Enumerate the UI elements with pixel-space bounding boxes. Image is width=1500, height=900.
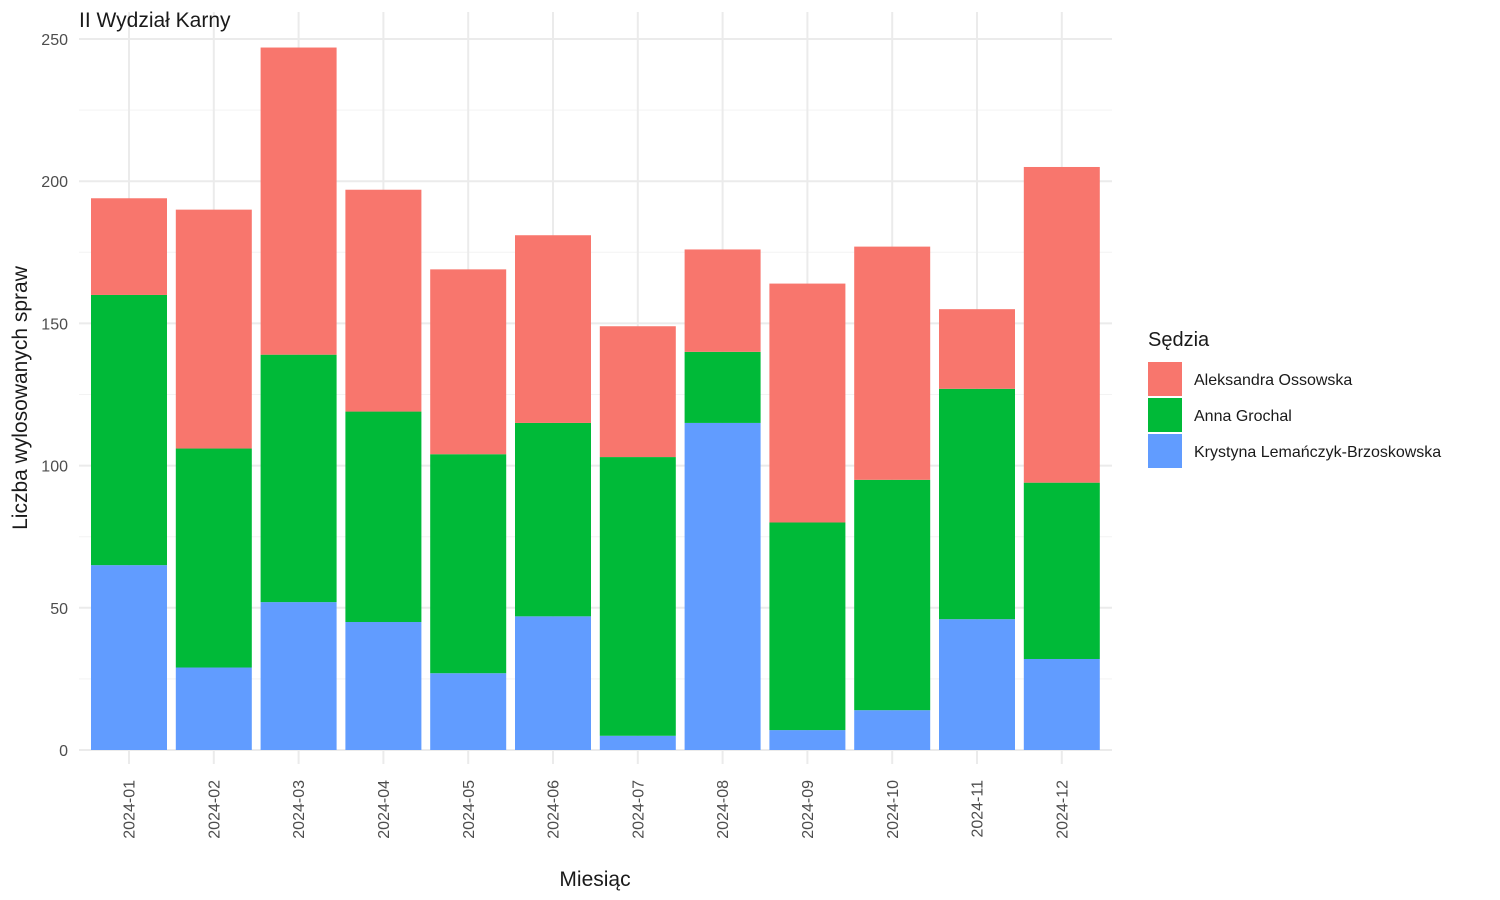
bar-krystyna-lemanczyk-brzoskowska-2024-06 [515, 616, 591, 750]
bar-aleksandra-ossowska-2024-03 [260, 47, 337, 355]
x-tick-label: 2024-12 [1054, 780, 1071, 839]
x-tick-label: 2024-05 [461, 780, 478, 839]
bar-anna-grochal-2024-03 [260, 354, 337, 603]
bar-anna-grochal-2024-02 [175, 448, 252, 668]
bar-krystyna-lemanczyk-brzoskowska-2024-08 [684, 422, 761, 750]
x-tick-label: 2024-10 [885, 780, 902, 839]
x-tick-label: 2024-08 [715, 780, 732, 839]
bar-krystyna-lemanczyk-brzoskowska-2024-03 [260, 602, 337, 750]
bar-anna-grochal-2024-04 [345, 411, 422, 623]
bar-aleksandra-ossowska-2024-01 [91, 198, 167, 295]
bar-aleksandra-ossowska-2024-06 [515, 235, 591, 423]
bar-krystyna-lemanczyk-brzoskowska-2024-04 [345, 622, 422, 750]
bar-anna-grochal-2024-06 [515, 422, 591, 617]
bar-anna-grochal-2024-08 [684, 351, 761, 423]
bar-anna-grochal-2024-11 [939, 388, 1015, 620]
bar-anna-grochal-2024-10 [854, 479, 931, 711]
x-tick-label: 2024-04 [376, 780, 393, 839]
chart-title: II Wydział Karny [79, 9, 231, 32]
legend-label-krystyna-lemanczyk-brzoskowska: Krystyna Lemańczyk-Brzoskowska [1194, 444, 1441, 461]
bar-aleksandra-ossowska-2024-08 [684, 249, 761, 352]
x-tick-label: 2024-09 [800, 780, 817, 839]
bar-krystyna-lemanczyk-brzoskowska-2024-09 [769, 730, 846, 750]
x-tick-label: 2024-11 [970, 780, 987, 838]
y-axis-title: Liczba wylosowanych spraw [9, 265, 32, 530]
bar-krystyna-lemanczyk-brzoskowska-2024-07 [599, 735, 676, 750]
bar-krystyna-lemanczyk-brzoskowska-2024-05 [430, 673, 507, 750]
legend-label-anna-grochal: Anna Grochal [1194, 408, 1292, 425]
bar-krystyna-lemanczyk-brzoskowska-2024-01 [91, 565, 167, 750]
legend-key-aleksandra-ossowska [1148, 362, 1182, 396]
legend-key-krystyna-lemanczyk-brzoskowska [1148, 434, 1182, 468]
bar-aleksandra-ossowska-2024-02 [175, 209, 252, 449]
x-tick-label: 2024-06 [546, 780, 563, 839]
legend: Sędzia Aleksandra Ossowska Anna Grochal Kr… [1148, 329, 1441, 468]
y-tick-label: 100 [41, 459, 68, 476]
y-tick-label: 250 [41, 32, 68, 49]
bar-aleksandra-ossowska-2024-12 [1023, 166, 1100, 483]
legend-title: Sędzia [1148, 329, 1210, 351]
x-axis-ticks: 2024-01 2024-02 2024-03 2024-04 2024-05 2024-… [122, 780, 1072, 839]
x-tick-label: 2024-02 [206, 780, 223, 839]
legend-key-anna-grochal [1148, 398, 1182, 432]
bar-aleksandra-ossowska-2024-05 [430, 269, 507, 455]
y-axis-ticks: 0 50 100 150 200 250 [41, 32, 68, 760]
bar-anna-grochal-2024-12 [1023, 482, 1100, 659]
y-tick-label: 0 [59, 743, 68, 760]
bar-krystyna-lemanczyk-brzoskowska-2024-10 [854, 710, 931, 750]
bar-anna-grochal-2024-05 [430, 454, 507, 674]
bar-anna-grochal-2024-01 [91, 294, 167, 566]
legend-label-aleksandra-ossowska: Aleksandra Ossowska [1194, 372, 1352, 389]
x-tick-label: 2024-07 [630, 780, 647, 839]
y-tick-label: 50 [50, 601, 68, 618]
bar-aleksandra-ossowska-2024-04 [345, 189, 422, 412]
x-axis-title: Miesiąc [559, 868, 630, 891]
bar-krystyna-lemanczyk-brzoskowska-2024-11 [939, 619, 1015, 750]
x-tick-label: 2024-03 [291, 780, 308, 839]
bar-anna-grochal-2024-09 [769, 522, 846, 731]
x-tick-label: 2024-01 [122, 780, 139, 839]
bar-anna-grochal-2024-07 [599, 457, 676, 736]
y-tick-label: 200 [41, 174, 68, 191]
bar-aleksandra-ossowska-2024-07 [599, 326, 676, 458]
bar-krystyna-lemanczyk-brzoskowska-2024-02 [175, 667, 252, 750]
bars-layer [91, 47, 1100, 750]
bar-aleksandra-ossowska-2024-11 [939, 309, 1015, 389]
y-tick-label: 150 [41, 316, 68, 333]
bar-aleksandra-ossowska-2024-10 [854, 246, 931, 480]
bar-aleksandra-ossowska-2024-09 [769, 283, 846, 523]
bar-krystyna-lemanczyk-brzoskowska-2024-12 [1023, 658, 1100, 750]
